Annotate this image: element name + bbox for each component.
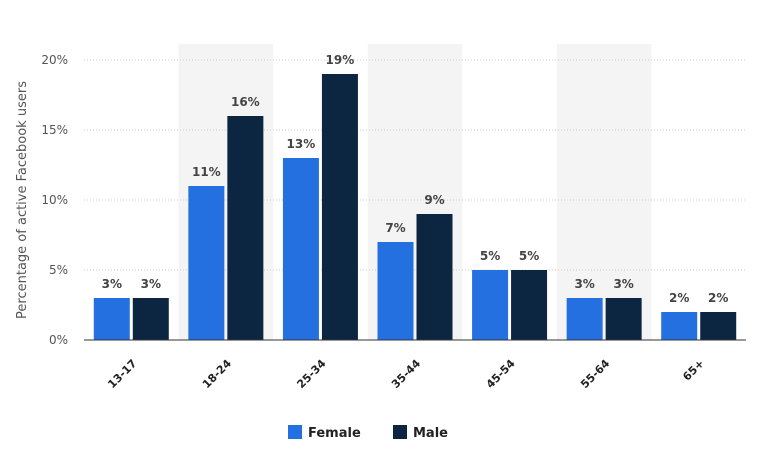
legend-swatch <box>393 425 407 439</box>
y-axis-title: Percentage of active Facebook users <box>15 81 30 319</box>
legend-label: Female <box>308 426 361 441</box>
x-tick-label: 65+ <box>680 357 707 384</box>
data-label: 2% <box>708 291 728 305</box>
y-tick-label: 20% <box>41 53 68 67</box>
data-label: 7% <box>385 221 405 235</box>
data-label: 3% <box>613 277 633 291</box>
bar-male-45-54[interactable] <box>511 270 548 340</box>
data-label: 3% <box>102 277 122 291</box>
x-tick-label: 25-34 <box>294 357 328 391</box>
y-tick-label: 10% <box>41 193 68 207</box>
data-label: 16% <box>231 95 260 109</box>
data-label: 19% <box>326 53 355 67</box>
legend-item-male[interactable]: Male <box>393 425 448 441</box>
bar-female-45-54[interactable] <box>472 270 509 340</box>
bars <box>93 74 737 340</box>
data-label: 3% <box>141 277 161 291</box>
bar-male-18-24[interactable] <box>227 116 264 340</box>
legend-swatch <box>288 425 302 439</box>
data-label: 5% <box>480 249 500 263</box>
bar-male-65+[interactable] <box>700 312 737 340</box>
legend-label: Male <box>413 426 448 441</box>
x-tick-label: 18-24 <box>200 357 234 391</box>
x-tick-label: 55-64 <box>578 357 612 391</box>
bar-female-35-44[interactable] <box>377 242 414 340</box>
data-label: 3% <box>574 277 594 291</box>
bar-male-13-17[interactable] <box>132 298 169 340</box>
data-labels: 3% 3% 11% 16% 13% 19% 7% 9% 5% 5% 3% 3% 2% 2% <box>102 53 729 305</box>
bar-male-35-44[interactable] <box>416 214 453 340</box>
data-label: 5% <box>519 249 539 263</box>
y-tick-label: 15% <box>41 123 68 137</box>
bar-male-25-34[interactable] <box>321 74 358 340</box>
bar-female-25-34[interactable] <box>282 158 319 340</box>
category-band <box>556 44 652 340</box>
data-label: 13% <box>287 137 316 151</box>
x-tick-label: 35-44 <box>389 357 423 391</box>
bar-female-13-17[interactable] <box>93 298 130 340</box>
bar-male-55-64[interactable] <box>605 298 642 340</box>
bar-female-55-64[interactable] <box>566 298 603 340</box>
x-axis-ticks: 13-17 18-24 25-34 35-44 45-54 55-64 65+ <box>105 357 707 391</box>
legend[interactable]: Female Male <box>288 425 448 441</box>
bar-female-65+[interactable] <box>661 312 698 340</box>
y-tick-label: 5% <box>49 263 68 277</box>
legend-item-female[interactable]: Female <box>288 425 361 441</box>
data-label: 9% <box>424 193 444 207</box>
gridlines <box>84 59 746 271</box>
x-tick-label: 13-17 <box>105 357 139 391</box>
y-tick-label: 0% <box>49 333 68 347</box>
data-label: 11% <box>192 165 221 179</box>
x-tick-label: 45-54 <box>484 357 518 391</box>
alternating-bands <box>178 44 652 340</box>
y-axis-ticks: 0% 5% 10% 15% 20% <box>41 53 68 347</box>
data-label: 2% <box>669 291 689 305</box>
bar-female-18-24[interactable] <box>188 186 225 340</box>
